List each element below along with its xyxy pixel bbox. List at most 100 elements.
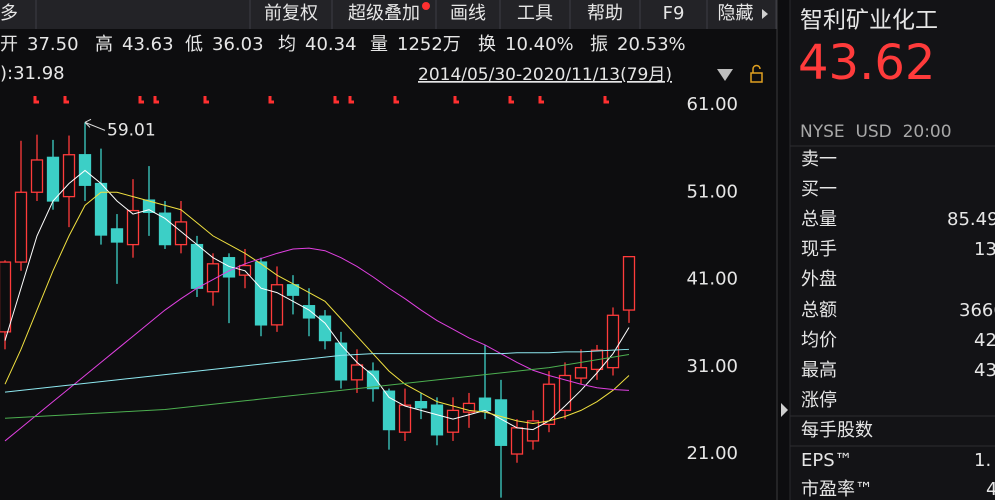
candle-body: [62, 154, 76, 198]
candle-body: [126, 209, 140, 246]
event-flag[interactable]: [333, 96, 339, 104]
candle-body: [622, 255, 636, 311]
event-flag[interactable]: [348, 96, 354, 104]
stat-label: 量: [370, 34, 388, 55]
toolbar-button[interactable]: 超级叠加: [348, 3, 420, 24]
quote-value: 13: [974, 239, 995, 260]
stat-value: 37.50: [27, 34, 79, 55]
candle-body: [558, 374, 572, 412]
candle-body: [94, 182, 108, 236]
y-tick-label: 61.00: [686, 94, 738, 115]
candle-body: [30, 159, 44, 193]
candle-body: [142, 199, 156, 213]
event-flag[interactable]: [603, 96, 609, 104]
toolbar: [0, 0, 776, 29]
quote-value: 85.49: [947, 209, 995, 230]
event-flag[interactable]: [268, 96, 274, 104]
stat-label: 振: [590, 34, 608, 55]
candle-body: [414, 401, 428, 409]
candle-body: [0, 261, 12, 333]
candle-body: [190, 243, 204, 289]
date-range[interactable]: 2014/05/30-2020/11/13(79月): [418, 65, 672, 85]
quote-label: 每手股数: [801, 420, 873, 441]
stat-label: 均: [278, 34, 296, 55]
candle-body: [318, 315, 332, 342]
candle-body: [526, 420, 540, 442]
stat-value: 43.63: [122, 34, 174, 55]
candle-body: [302, 305, 316, 319]
quote-label: 最高: [801, 360, 837, 381]
quote-value: 1.: [974, 450, 991, 471]
candle-body: [110, 228, 124, 243]
y-tick-label: 41.00: [686, 269, 738, 290]
event-flag[interactable]: [153, 96, 159, 104]
event-flag[interactable]: [203, 96, 209, 104]
quote-value: 42: [974, 330, 995, 351]
candle-body: [254, 261, 268, 326]
lock-icon[interactable]: [750, 72, 763, 83]
max-arrow: [84, 118, 106, 131]
toolbar-arrow: [762, 9, 768, 19]
candle-body: [286, 284, 300, 296]
moving-average: [4, 247, 630, 442]
candle-body: [478, 397, 492, 412]
event-flag[interactable]: [33, 96, 39, 104]
candle-body: [430, 404, 444, 436]
stat-value: 40.34: [305, 34, 357, 55]
stat-label: 开: [0, 34, 18, 55]
moving-average: [4, 354, 630, 419]
moving-average: [4, 191, 630, 424]
candle-body: [270, 284, 284, 326]
quote-label: 卖一: [801, 149, 837, 170]
stat-value: 20.53%: [617, 34, 686, 55]
candle-body: [366, 370, 380, 390]
quote-panel: [790, 0, 995, 500]
candle-body: [574, 366, 588, 379]
quote-label: 买一: [801, 179, 837, 200]
toolbar-button[interactable]: 工具: [517, 3, 553, 24]
candle-body: [542, 383, 556, 426]
stat-label: 低: [185, 34, 203, 55]
toolbar-button[interactable]: 帮助: [587, 3, 623, 24]
dropdown-arrow[interactable]: [717, 69, 733, 81]
collapse-arrow[interactable]: [781, 403, 788, 417]
quote-label: 涨停: [801, 390, 837, 411]
indicator-label: ):31.98: [0, 63, 65, 84]
event-flag[interactable]: [63, 96, 69, 104]
event-flag[interactable]: [393, 96, 399, 104]
quote-label: 市盈率™: [801, 479, 873, 500]
event-flag[interactable]: [138, 96, 144, 104]
candle-body: [446, 409, 460, 433]
y-tick-label: 31.00: [686, 356, 738, 377]
candle-body: [350, 364, 364, 381]
candle-body: [46, 156, 60, 202]
max-label: 59.01: [107, 120, 156, 140]
exchange-info: NYSE USD 20:00: [800, 122, 952, 142]
candle-body: [174, 221, 188, 246]
event-flag[interactable]: [538, 96, 544, 104]
quote-label: EPS™: [801, 450, 853, 471]
candle-body: [462, 402, 476, 413]
toolbar-button[interactable]: 画线: [450, 3, 486, 24]
toolbar-button[interactable]: F9: [663, 3, 685, 24]
y-tick-label: 51.00: [686, 181, 738, 202]
quote-label: 外盘: [801, 269, 837, 290]
stat-value: 36.03: [212, 34, 264, 55]
stock-name: 智利矿业化工: [800, 8, 938, 34]
stat-value: 1252万: [397, 34, 461, 55]
quote-label: 总额: [801, 300, 837, 321]
toolbar-left[interactable]: 多: [0, 3, 18, 24]
event-flag[interactable]: [453, 96, 459, 104]
toolbar-button[interactable]: 前复权: [264, 3, 318, 24]
event-flag[interactable]: [508, 96, 514, 104]
candle-body: [398, 404, 412, 433]
notify-dot: [422, 2, 430, 10]
toolbar-button[interactable]: 隐藏: [718, 3, 754, 24]
quote-label: 总量: [801, 209, 837, 230]
candle-body: [510, 427, 524, 455]
quote-value: 4: [986, 479, 995, 500]
candle-body: [14, 191, 28, 263]
quote-label: 均价: [801, 330, 837, 351]
candle-body: [158, 212, 172, 246]
